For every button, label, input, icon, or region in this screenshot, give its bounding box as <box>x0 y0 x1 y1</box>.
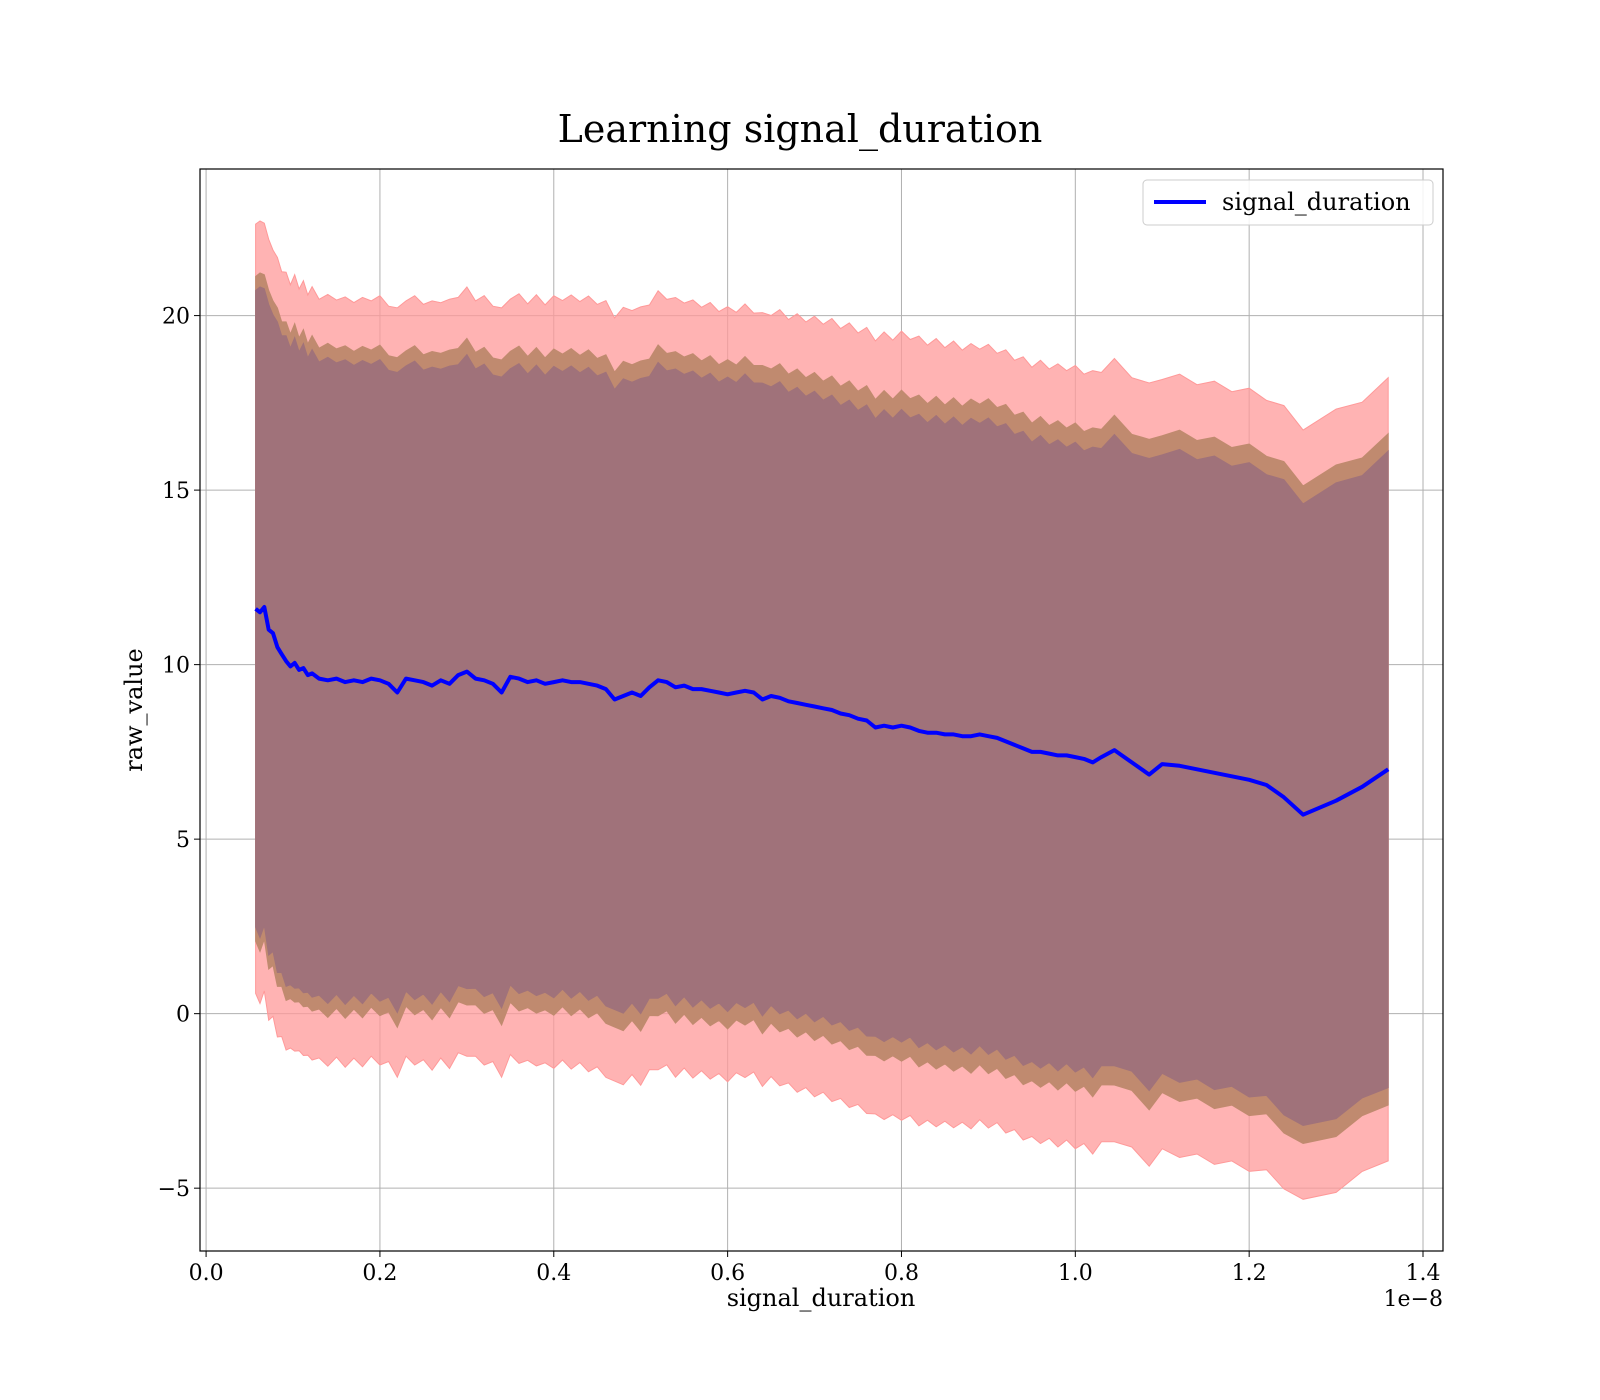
legend-box <box>1142 179 1434 226</box>
x-tick-label: 0.8 <box>884 1261 919 1286</box>
chart-title: Learning signal_duration <box>558 107 1043 152</box>
x-axis-label: signal_duration <box>727 1284 916 1312</box>
x-tick-label: 1.0 <box>1058 1261 1093 1286</box>
y-tick-label: 0 <box>176 1003 190 1028</box>
series-line-signal-duration <box>254 605 1390 817</box>
x-tick-label: 0.6 <box>710 1261 745 1286</box>
x-tick-label: 0.4 <box>536 1261 571 1286</box>
y-tick-label: 10 <box>162 654 190 679</box>
plot-frame <box>199 168 1444 1252</box>
series-lines <box>254 605 1390 817</box>
x-axis-ticks: 0.0 0.2 0.4 0.6 0.8 1.0 1.2 1.4 <box>189 1251 1441 1286</box>
confidence-bands <box>255 220 1389 1200</box>
x-tick-label: 0.2 <box>362 1261 397 1286</box>
y-tick-label: 20 <box>162 305 190 330</box>
x-tick-label: 0.0 <box>189 1261 224 1286</box>
y-axis-ticks: −5 0 5 10 15 20 <box>158 305 200 1202</box>
legend: signal_duration <box>1142 179 1434 226</box>
legend-label: signal_duration <box>1222 188 1411 216</box>
y-tick-label: −5 <box>158 1177 190 1202</box>
x-axis-offset-label: 1e−8 <box>1384 1287 1443 1312</box>
x-tick-label: 1.4 <box>1406 1261 1441 1286</box>
y-tick-label: 5 <box>176 828 190 853</box>
y-axis-label: raw_value <box>120 648 148 772</box>
x-tick-label: 1.2 <box>1232 1261 1267 1286</box>
y-tick-label: 15 <box>162 479 190 504</box>
